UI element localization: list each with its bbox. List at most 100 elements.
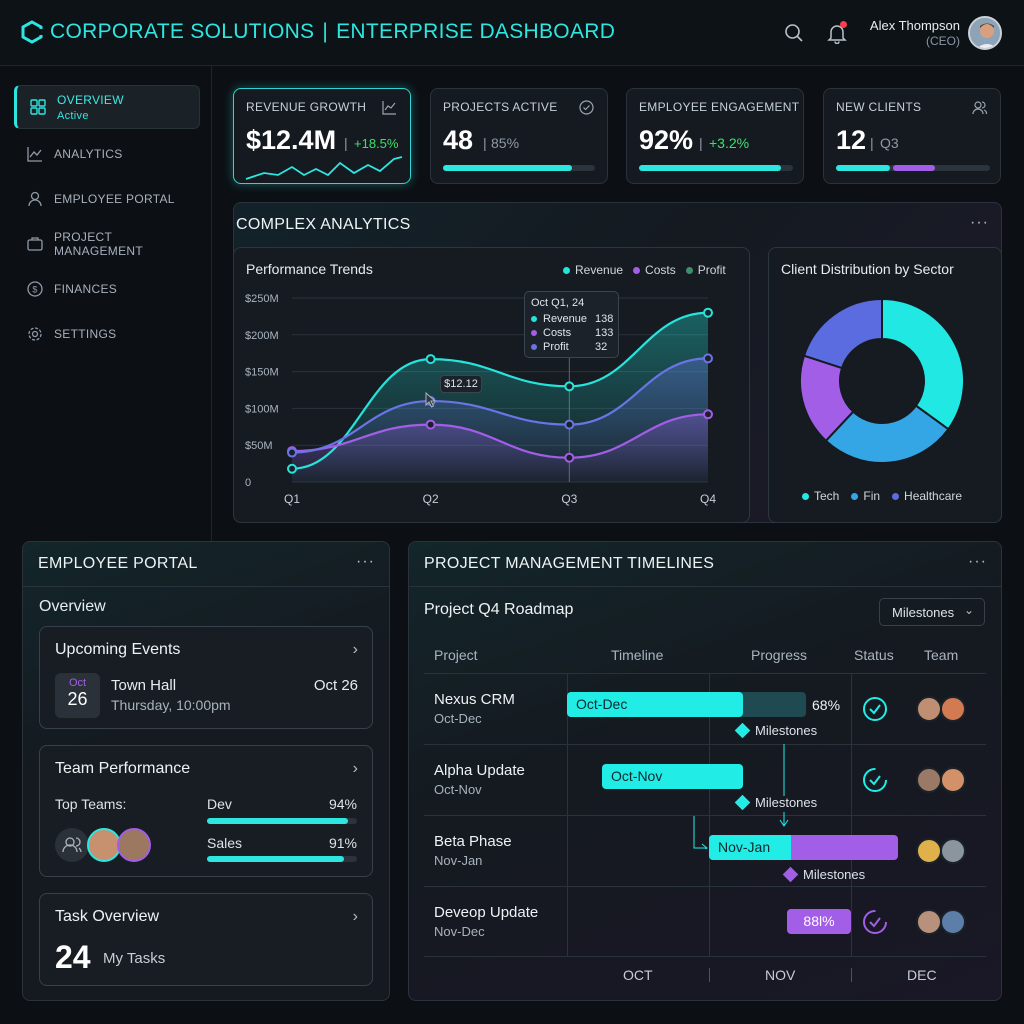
- data-point: [287, 463, 297, 474]
- table-divider: [424, 744, 986, 745]
- team-name: Dev: [207, 796, 232, 812]
- brand-name: CORPORATE SOLUTIONS: [50, 20, 315, 43]
- team-progress-fill: [207, 856, 344, 862]
- kpi-sub: 85%: [491, 135, 520, 151]
- sidebar-item-analytics[interactable]: ANALYTICS: [14, 132, 200, 176]
- series-line: [291, 311, 709, 470]
- employee-menu-button[interactable]: ···: [356, 553, 375, 570]
- sidebar-item-overview[interactable]: OVERVIEW Active: [14, 85, 200, 129]
- performance-trends-chart[interactable]: $250M $200M $150M $100M $50M 0 Q1 Q2 Q3 Q4: [233, 247, 750, 523]
- kpi-card-engagement[interactable]: EMPLOYEE ENGAGEMENT 92% | +3.2%: [626, 88, 804, 184]
- svg-text:$: $: [32, 285, 37, 295]
- project-range: Nov-Dec: [434, 924, 485, 939]
- chevron-right-icon[interactable]: ›: [352, 760, 358, 777]
- team-member-avatar[interactable]: [940, 767, 966, 793]
- project-name[interactable]: Deveop Update: [434, 904, 539, 921]
- sidebar-item-finances[interactable]: $ FINANCES: [14, 267, 200, 311]
- sidebar-item-status: Active: [57, 109, 89, 122]
- team-member-avatar[interactable]: [940, 909, 966, 935]
- sidebar-item-settings[interactable]: SETTINGS: [14, 312, 200, 356]
- segment-tech: [836, 165, 890, 171]
- kpi-progress-track: [639, 165, 793, 171]
- team-avatar: [117, 828, 151, 862]
- sidebar-item-label: ANALYTICS: [54, 147, 123, 161]
- project-range: Nov-Jan: [434, 853, 483, 868]
- y-tick-label: $200M: [245, 330, 279, 342]
- trend-chart-icon: [382, 101, 396, 115]
- analytics-menu-button[interactable]: ···: [970, 214, 989, 231]
- search-icon[interactable]: [783, 22, 805, 44]
- timeline-gridline: [851, 673, 852, 956]
- clients-segment-bar: [836, 165, 990, 171]
- team-name: Sales: [207, 835, 243, 851]
- projects-menu-button[interactable]: ···: [968, 553, 987, 570]
- team-member-avatar[interactable]: [916, 909, 942, 935]
- month-label: OCT: [623, 967, 653, 983]
- donut-slice-tech[interactable]: [881, 297, 965, 431]
- project-name[interactable]: Beta Phase: [434, 833, 512, 850]
- user-role: (CEO): [926, 34, 960, 48]
- kpi-card-revenue[interactable]: REVENUE GROWTH $12.4M | +18.5%: [233, 88, 411, 184]
- table-divider: [424, 815, 986, 816]
- upcoming-events-card[interactable]: Upcoming Events › Oct 26 Town Hall Thurs…: [39, 626, 373, 729]
- grid-icon: [30, 99, 46, 115]
- chevron-down-icon: ⌄: [963, 603, 974, 617]
- kpi-divider: |: [699, 135, 703, 151]
- event-date-badge: Oct 26: [55, 673, 100, 718]
- milestones-dropdown[interactable]: Milestones ⌄: [879, 598, 985, 626]
- user-name[interactable]: Alex Thompson: [869, 18, 960, 33]
- tooltip-value: 133: [595, 327, 614, 339]
- column-header-team: Team: [924, 647, 959, 663]
- brand-logo-icon: [21, 20, 43, 44]
- data-point: [564, 381, 575, 392]
- month-label: DEC: [907, 967, 937, 983]
- kpi-progress-fill: [639, 165, 781, 171]
- team-member-avatar[interactable]: [940, 696, 966, 722]
- chart-title: Client Distribution by Sector: [781, 261, 954, 277]
- status-complete-icon: [863, 697, 887, 721]
- team-performance-card[interactable]: Team Performance › Top Teams: Dev 94% Sa…: [39, 745, 373, 877]
- kpi-change: +3.2%: [709, 135, 750, 151]
- chevron-right-icon[interactable]: ›: [352, 641, 358, 658]
- team-member-avatar[interactable]: [916, 767, 942, 793]
- kpi-card-projects[interactable]: PROJECTS ACTIVE 48 | 85%: [430, 88, 608, 184]
- project-name[interactable]: Nexus CRM: [434, 691, 515, 708]
- chevron-right-icon[interactable]: ›: [352, 908, 358, 925]
- progress-bar-label[interactable]: 88l%: [787, 909, 851, 934]
- x-tick-label: Q4: [700, 492, 716, 506]
- user-icon: [28, 191, 42, 207]
- team-member-avatar[interactable]: [916, 696, 942, 722]
- table-divider: [424, 956, 986, 957]
- sidebar-item-label: PROJECT MANAGEMENT: [54, 230, 144, 258]
- kpi-card-clients[interactable]: NEW CLIENTS 12 | Q3: [823, 88, 1001, 184]
- kpi-divider: |: [483, 135, 487, 151]
- sidebar-item-employee-portal[interactable]: EMPLOYEE PORTAL: [14, 177, 200, 221]
- timeline-bar[interactable]: Nov-Jan: [709, 835, 791, 860]
- kpi-change: +18.5%: [354, 136, 399, 151]
- dropdown-value: Milestones: [892, 605, 955, 620]
- team-score: 94%: [328, 796, 357, 812]
- project-name[interactable]: Alpha Update: [434, 762, 525, 779]
- y-tick-label: $150M: [245, 367, 279, 379]
- user-avatar[interactable]: [968, 16, 1002, 50]
- task-label: My Tasks: [103, 950, 166, 967]
- notification-bell-icon[interactable]: [826, 22, 848, 44]
- notification-badge: [840, 21, 847, 28]
- donut-slice-healthcare[interactable]: [802, 297, 883, 370]
- legend-revenue: Revenue: [563, 263, 623, 277]
- x-tick-label: Q3: [561, 492, 577, 506]
- team-member-avatar[interactable]: [940, 838, 966, 864]
- timeline-bar[interactable]: Oct-Dec: [567, 692, 743, 717]
- column-header-progress: Progress: [751, 647, 808, 663]
- client-distribution-donut[interactable]: [768, 247, 1002, 523]
- task-overview-card[interactable]: Task Overview › 24 My Tasks: [39, 893, 373, 986]
- timeline-bar[interactable]: Oct-Nov: [602, 764, 743, 789]
- users-icon: [972, 101, 988, 115]
- sidebar-item-project-management[interactable]: PROJECT MANAGEMENT: [14, 222, 200, 266]
- donut-slice-fin[interactable]: [824, 404, 950, 464]
- y-tick-label: 0: [245, 477, 251, 489]
- event-time: Thursday, 10:00pm: [111, 697, 231, 713]
- team-member-avatar[interactable]: [916, 838, 942, 864]
- y-tick-label: $50M: [245, 440, 273, 452]
- kpi-divider: |: [870, 135, 874, 151]
